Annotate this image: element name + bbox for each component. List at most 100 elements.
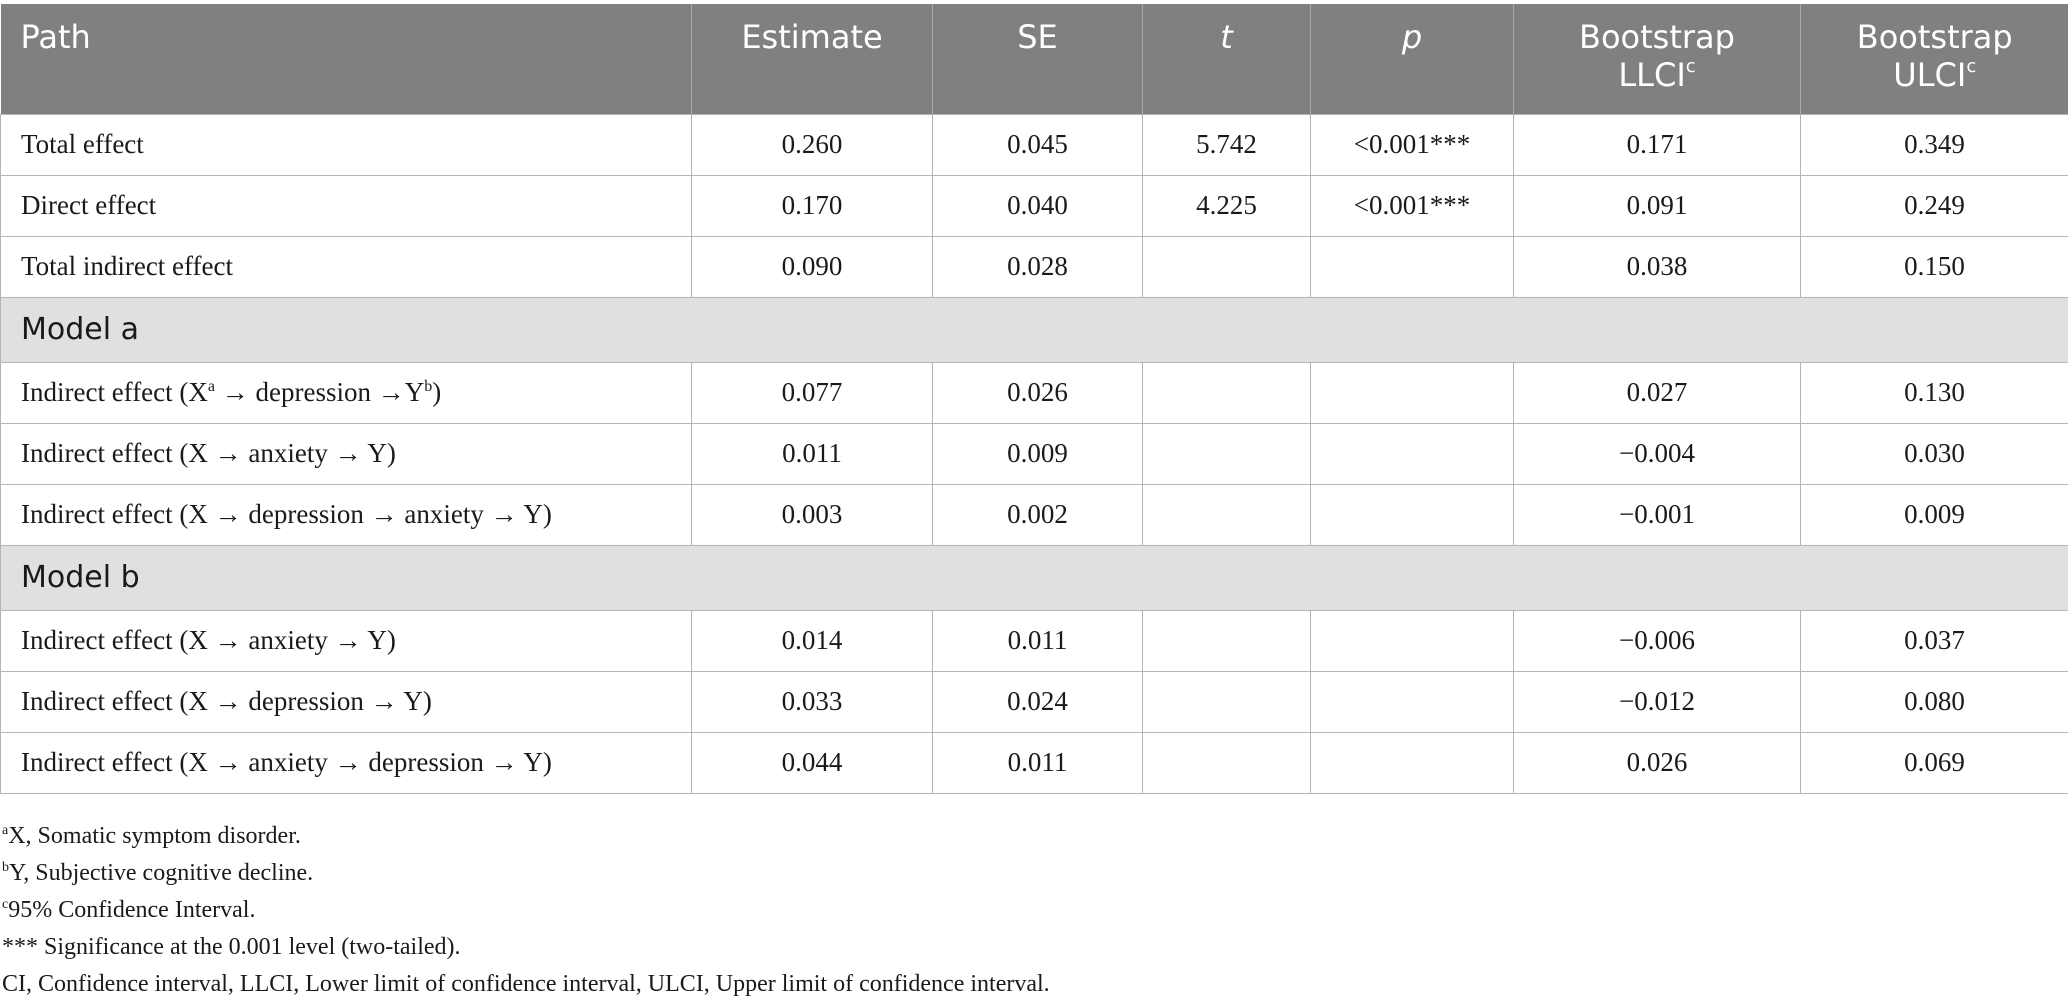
header-se: SE — [932, 4, 1143, 114]
cell-p: <0.001*** — [1310, 113, 1514, 176]
cell-llci: 0.091 — [1513, 174, 1801, 237]
cell-path: Indirect effect (X → anxiety → Y) — [0, 422, 692, 485]
table-row: Indirect effect (X → depression → Y) 0.0… — [0, 670, 2068, 733]
cell-path: Direct effect — [0, 174, 692, 237]
path-text: Indirect effect (X — [21, 377, 208, 407]
header-p: p — [1310, 4, 1514, 114]
cell-llci: −0.001 — [1513, 483, 1801, 546]
header-t: t — [1142, 4, 1311, 114]
cell-llci: −0.006 — [1513, 609, 1801, 672]
cell-se: 0.011 — [932, 731, 1143, 794]
cell-se: 0.009 — [932, 422, 1143, 485]
footnote-significance: *** Significance at the 0.001 level (two… — [2, 929, 1050, 966]
cell-path: Indirect effect (X → depression → anxiet… — [0, 483, 692, 546]
cell-estimate: 0.044 — [691, 731, 933, 794]
table-row: Direct effect 0.170 0.040 4.225 <0.001**… — [0, 174, 2068, 237]
path-text: ) — [432, 377, 442, 407]
cell-estimate: 0.014 — [691, 609, 933, 672]
footnote-marker: c — [2, 897, 9, 912]
table-row: Indirect effect (X → anxiety → Y) 0.011 … — [0, 422, 2068, 485]
footnote-text: *** Significance at the 0.001 level (two… — [2, 934, 461, 960]
footnote-abbreviations: CI, Confidence interval, LLCI, Lower lim… — [2, 966, 1050, 1003]
header-llci-line1: Bootstrap — [1579, 18, 1735, 56]
cell-estimate: 0.011 — [691, 422, 933, 485]
cell-ulci: 0.349 — [1800, 113, 2068, 176]
footnote-marker: b — [2, 860, 9, 875]
cell-llci: −0.012 — [1513, 670, 1801, 733]
cell-t — [1142, 422, 1311, 485]
cell-p: <0.001*** — [1310, 174, 1514, 237]
cell-estimate: 0.033 — [691, 670, 933, 733]
mediation-results-table: Path Estimate SE t p Bootstrap LLCIc Boo… — [0, 4, 2068, 794]
cell-path: Total indirect effect — [0, 235, 692, 298]
footnote-text: 95% Confidence Interval. — [8, 897, 256, 923]
footnote-text: CI, Confidence interval, LLCI, Lower lim… — [2, 971, 1050, 997]
header-bootstrap-llci: Bootstrap LLCIc — [1513, 4, 1801, 114]
footnote-b: bY, Subjective cognitive decline. — [2, 855, 1050, 892]
cell-ulci: 0.130 — [1800, 361, 2068, 424]
cell-se: 0.024 — [932, 670, 1143, 733]
cell-se: 0.011 — [932, 609, 1143, 672]
cell-ulci: 0.069 — [1800, 731, 2068, 794]
cell-t: 4.225 — [1142, 174, 1311, 237]
cell-llci: 0.038 — [1513, 235, 1801, 298]
cell-se: 0.002 — [932, 483, 1143, 546]
table-row: Indirect effect (X → anxiety → depressio… — [0, 731, 2068, 794]
cell-path: Indirect effect (Xa → depression →Yb) — [0, 361, 692, 424]
footnote-text: X, Somatic symptom disorder. — [8, 823, 301, 849]
cell-se: 0.028 — [932, 235, 1143, 298]
cell-path: Indirect effect (X → anxiety → Y) — [0, 609, 692, 672]
path-sup-b: b — [424, 378, 433, 395]
cell-ulci: 0.150 — [1800, 235, 2068, 298]
cell-path: Total effect — [0, 113, 692, 176]
cell-se: 0.040 — [932, 174, 1143, 237]
cell-ulci: 0.080 — [1800, 670, 2068, 733]
cell-ulci: 0.009 — [1800, 483, 2068, 546]
cell-estimate: 0.003 — [691, 483, 933, 546]
cell-ulci: 0.037 — [1800, 609, 2068, 672]
header-t-label: t — [1220, 18, 1233, 56]
cell-path: Indirect effect (X → anxiety → depressio… — [0, 731, 692, 794]
cell-se: 0.045 — [932, 113, 1143, 176]
path-sup-a: a — [207, 378, 215, 395]
cell-t — [1142, 235, 1311, 298]
header-p-label: p — [1401, 18, 1423, 56]
header-ulci-line1: Bootstrap — [1856, 18, 2013, 56]
cell-ulci: 0.030 — [1800, 422, 2068, 485]
cell-p — [1310, 361, 1514, 424]
table-header: Path Estimate SE t p Bootstrap LLCIc Boo… — [0, 4, 2068, 114]
cell-p — [1310, 609, 1514, 672]
cell-llci: 0.026 — [1513, 731, 1801, 794]
section-label: Model b — [0, 544, 2068, 611]
footnote-c: c95% Confidence Interval. — [2, 892, 1050, 929]
cell-t — [1142, 731, 1311, 794]
cell-p — [1310, 731, 1514, 794]
cell-estimate: 0.260 — [691, 113, 933, 176]
cell-estimate: 0.170 — [691, 174, 933, 237]
header-llci-sup: c — [1685, 56, 1696, 77]
cell-t — [1142, 483, 1311, 546]
cell-p — [1310, 422, 1514, 485]
cell-p — [1310, 670, 1514, 733]
table-body: Total effect 0.260 0.045 5.742 <0.001***… — [0, 113, 2068, 794]
cell-estimate: 0.077 — [691, 361, 933, 424]
table-footnotes: aX, Somatic symptom disorder. bY, Subjec… — [2, 818, 1050, 1003]
cell-t — [1142, 670, 1311, 733]
table-row: Indirect effect (X → anxiety → Y) 0.014 … — [0, 609, 2068, 672]
header-bootstrap-ulci: Bootstrap ULCIc — [1800, 4, 2068, 114]
cell-llci: 0.171 — [1513, 113, 1801, 176]
header-row: Path Estimate SE t p Bootstrap LLCIc Boo… — [0, 4, 2068, 114]
header-path: Path — [0, 4, 692, 114]
section-row-model-a: Model a — [0, 296, 2068, 363]
footnote-text: Y, Subjective cognitive decline. — [9, 860, 314, 886]
header-estimate: Estimate — [691, 4, 933, 114]
cell-ulci: 0.249 — [1800, 174, 2068, 237]
cell-estimate: 0.090 — [691, 235, 933, 298]
cell-p — [1310, 235, 1514, 298]
path-text: → depression →Y — [215, 377, 425, 407]
section-label: Model a — [0, 296, 2068, 363]
footnote-marker: a — [2, 823, 9, 838]
cell-path: Indirect effect (X → depression → Y) — [0, 670, 692, 733]
header-llci-line2: LLCI — [1618, 56, 1686, 94]
cell-llci: 0.027 — [1513, 361, 1801, 424]
